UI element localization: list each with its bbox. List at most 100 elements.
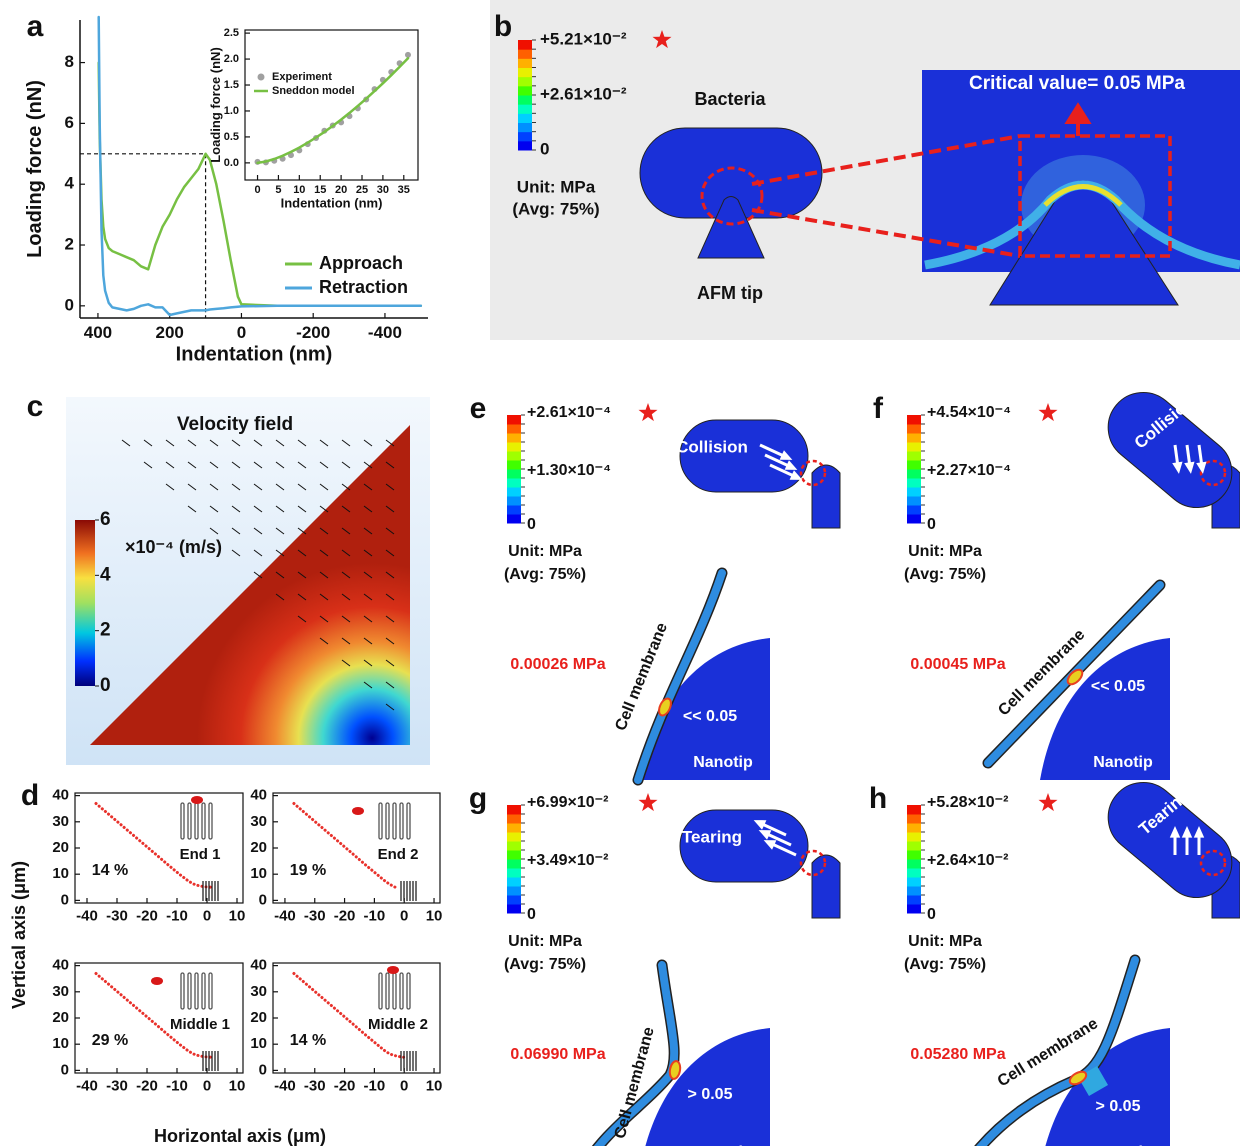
colorbar-segment	[907, 442, 921, 452]
y-tick-label: 30	[52, 983, 69, 1000]
x-tick-label: -40	[76, 1077, 98, 1094]
avg-label: (Avg: 75%)	[904, 566, 986, 583]
star-icon	[639, 403, 658, 421]
colorbar-segment	[518, 113, 532, 123]
position-label: End 1	[180, 846, 221, 863]
colorbar	[75, 520, 95, 686]
colorbar-segment	[507, 877, 521, 887]
x-tick-label: -30	[106, 1077, 128, 1094]
unit-label: Unit: MPa	[908, 933, 982, 950]
pillar-icon	[400, 973, 403, 1009]
y-tick-label: 30	[250, 813, 267, 830]
pillar-icon	[407, 973, 410, 1009]
figure: abcdefgh4002000-200-40002468Indentation …	[0, 0, 1240, 1146]
comparison-label: << 0.05	[683, 708, 737, 725]
colorbar-label: +2.61×10⁻⁴	[527, 404, 611, 421]
x-tick-label: -10	[364, 1077, 386, 1094]
plot-frame	[245, 30, 418, 180]
position-label: Middle 1	[170, 1016, 230, 1033]
x-tick-label: -30	[304, 907, 326, 924]
colorbar-label: +2.64×10⁻²	[927, 852, 1008, 869]
cell-icon	[151, 977, 163, 985]
y-tick-label: 1.5	[224, 79, 239, 91]
pillar-icon	[393, 803, 396, 839]
colorbar-segment	[507, 814, 521, 824]
tip-label: AFM tip	[697, 283, 763, 303]
y-tick-label: 20	[52, 839, 69, 856]
avg-label: (Avg: 75%)	[504, 956, 586, 973]
colorbar-segment	[518, 68, 532, 78]
pillar-icon	[188, 973, 191, 1009]
star-icon	[639, 793, 658, 811]
colorbar-label: +3.49×10⁻²	[527, 852, 608, 869]
y-tick-label: 0.5	[224, 131, 239, 143]
y-tick-label: 0	[259, 891, 267, 908]
x-tick-label: -30	[106, 907, 128, 924]
comparison-label: > 0.05	[1096, 1098, 1141, 1115]
colorbar-label: 0	[527, 906, 536, 923]
y-tick-label: 10	[250, 1035, 267, 1052]
colorbar-segment	[507, 841, 521, 851]
cell-icon	[387, 966, 399, 974]
colorbar-segment	[507, 487, 521, 497]
pillar-icon	[407, 803, 410, 839]
panel-letter: d	[21, 779, 39, 812]
avg-label: (Avg: 75%)	[504, 566, 586, 583]
y-axis-label: Loading force (nN)	[24, 80, 46, 258]
colorbar-segment	[907, 859, 921, 869]
colorbar-segment	[507, 823, 521, 833]
x-tick-label: 10	[426, 1077, 443, 1094]
x-tick-label: -40	[274, 907, 296, 924]
x-tick-label: -20	[334, 907, 356, 924]
colorbar-segment	[507, 904, 521, 914]
pillar-icon	[386, 973, 389, 1009]
colorbar-segment	[507, 895, 521, 905]
x-tick-label: 0	[254, 184, 260, 196]
position-label: End 2	[378, 846, 419, 863]
x-tick-label: -20	[334, 1077, 356, 1094]
panel-letter: f	[873, 392, 884, 425]
y-tick-label: 30	[250, 983, 267, 1000]
panel-letter: a	[27, 10, 44, 43]
colorbar-segment	[907, 886, 921, 896]
colorbar-segment	[507, 868, 521, 878]
position-label: Middle 2	[368, 1016, 428, 1033]
x-tick-label: 0	[400, 907, 408, 924]
y-axis-label: Vertical axis (μm)	[9, 861, 29, 1009]
pillar-icon	[195, 803, 198, 839]
y-tick-label: 0	[61, 1061, 69, 1078]
y-tick-label: 4	[65, 174, 75, 193]
pillar-icon	[386, 803, 389, 839]
x-tick-label: 0	[237, 323, 246, 342]
bacterium	[1094, 378, 1240, 522]
colorbar-segment	[507, 433, 521, 443]
x-tick-label: 0	[203, 1077, 211, 1094]
x-tick-label: -30	[304, 1077, 326, 1094]
colorbar-segment	[907, 832, 921, 842]
colorbar-label: +6.99×10⁻²	[527, 794, 608, 811]
y-tick-label: 0	[259, 1061, 267, 1078]
x-tick-label: 5	[275, 184, 281, 196]
x-tick-label: -200	[296, 323, 330, 342]
colorbar-segment	[907, 814, 921, 824]
x-tick-label: 15	[314, 184, 326, 196]
y-tick-label: 40	[52, 957, 69, 974]
colorbar-segment	[518, 49, 532, 59]
colorbar-segment	[507, 850, 521, 860]
colorbar-segment	[907, 415, 921, 425]
bacterium-group	[1094, 378, 1240, 522]
pillar-icon	[393, 973, 396, 1009]
peak-stress: 0.00045 MPa	[910, 656, 1005, 673]
colorbar-segment	[907, 424, 921, 434]
x-axis-label: Indentation (nm)	[176, 344, 333, 366]
y-tick-label: 2.5	[224, 27, 239, 39]
colorbar-label: +5.28×10⁻²	[927, 794, 1008, 811]
legend-label: Sneddon model	[272, 85, 355, 97]
star-icon	[1039, 403, 1058, 421]
comparison-label: << 0.05	[1091, 678, 1145, 695]
colorbar-tick-label: 2	[100, 620, 111, 641]
colorbar-tick-label: 6	[100, 509, 111, 530]
colorbar-segment	[507, 859, 521, 869]
x-tick-label: 10	[229, 1077, 246, 1094]
y-tick-label: 10	[52, 1035, 69, 1052]
